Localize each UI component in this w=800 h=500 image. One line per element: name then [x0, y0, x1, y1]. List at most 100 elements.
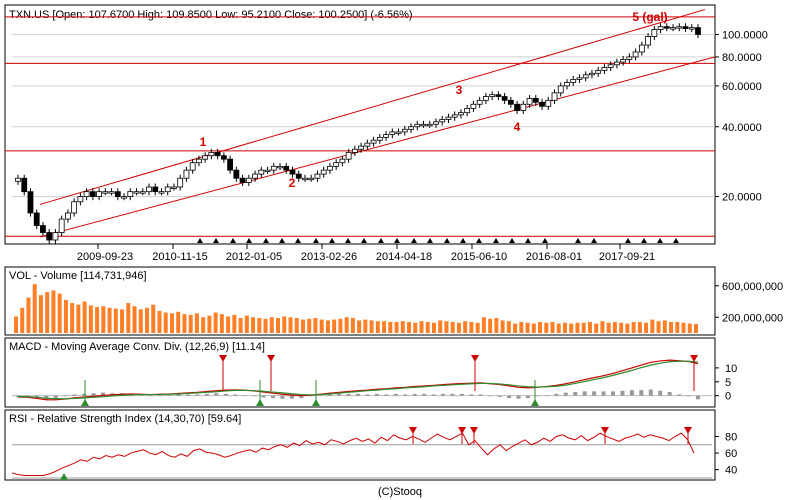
- lower-trend-line: [39, 56, 716, 238]
- candle-body: [676, 26, 683, 29]
- candle-body: [214, 152, 221, 157]
- candle-body: [638, 44, 645, 53]
- macd-ytick-label: 5: [725, 377, 731, 389]
- candle-body: [65, 212, 71, 220]
- macd-histogram-bar: [148, 395, 153, 397]
- price-xtick-label: 2015-06-10: [451, 251, 507, 263]
- candle-body: [245, 177, 252, 183]
- volume-bar: [600, 321, 605, 333]
- signal-triangle-marker: [591, 238, 597, 243]
- candle-body: [71, 201, 78, 214]
- volume-bar: [369, 320, 374, 333]
- volume-bar: [300, 319, 305, 333]
- macd-histogram-bar: [280, 395, 285, 399]
- candle-body: [264, 169, 271, 173]
- volume-bar: [637, 321, 642, 333]
- candle-body: [445, 116, 452, 120]
- candle-body: [277, 165, 283, 169]
- volume-bar: [438, 320, 443, 333]
- volume-bar: [63, 299, 68, 333]
- candle-body: [414, 123, 421, 128]
- macd-histogram-bar: [186, 394, 190, 396]
- candle-body: [52, 232, 59, 241]
- signal-triangle-marker: [460, 238, 466, 243]
- volume-bar: [38, 295, 43, 333]
- volume-bar: [500, 320, 505, 333]
- macd-histogram-bar: [488, 395, 493, 397]
- volume-bar: [669, 321, 674, 333]
- candle-body: [15, 177, 21, 182]
- macd-histogram-bar: [308, 395, 313, 397]
- macd-histogram-bar: [526, 395, 530, 399]
- price-xtick-label: 2017-09-21: [599, 251, 655, 263]
- candle-body: [202, 155, 209, 160]
- signal-triangle-marker: [246, 238, 252, 243]
- candle-body: [21, 177, 28, 193]
- signal-triangle-marker: [329, 238, 335, 243]
- volume-bar: [431, 322, 436, 333]
- price-ytick-label: 100.0000: [722, 29, 768, 41]
- macd-histogram-bar: [63, 395, 68, 397]
- candle-body: [626, 56, 633, 60]
- volume-bar: [57, 293, 62, 333]
- rsi-line: [11, 432, 695, 477]
- price-xtick-label: 2014-04-18: [376, 251, 432, 263]
- macd-histogram-bar: [289, 395, 294, 399]
- macd-histogram-bar: [469, 394, 474, 396]
- volume-bar: [506, 321, 511, 333]
- macd-histogram-bar: [592, 391, 597, 396]
- price-xtick-label: 2009-09-23: [77, 251, 133, 263]
- volume-bar: [612, 321, 617, 333]
- volume-bar: [656, 321, 661, 333]
- macd-histogram-bar: [412, 393, 417, 396]
- volume-header: VOL - Volume [114,731,946]: [9, 270, 147, 282]
- macd-histogram-bar: [242, 395, 247, 396]
- volume-bar: [375, 321, 380, 333]
- volume-bar: [425, 321, 430, 333]
- price-xtick-label: 2010-11-15: [152, 251, 207, 263]
- volume-bar: [14, 316, 18, 333]
- macd-buy-marker: [256, 399, 264, 406]
- signal-triangle-marker: [378, 238, 384, 243]
- macd-histogram-bar: [497, 395, 502, 397]
- wave-annotation-label: 4: [514, 120, 521, 134]
- macd-histogram-bar: [44, 395, 49, 400]
- macd-buy-marker: [81, 399, 89, 406]
- macd-histogram-bar: [422, 393, 427, 396]
- volume-bar: [675, 321, 680, 333]
- macd-histogram-bar: [91, 393, 96, 396]
- candle-body: [501, 96, 508, 101]
- candle-body: [370, 139, 377, 144]
- candle-body: [270, 165, 277, 171]
- price-xtick-label: 2012-01-05: [226, 251, 282, 263]
- volume-bar: [456, 322, 461, 333]
- macd-histogram-bar: [72, 394, 77, 396]
- candle-body: [632, 51, 639, 58]
- candle-body: [451, 114, 458, 118]
- signal-line: [17, 360, 699, 400]
- candle-body: [164, 186, 171, 193]
- macd-histogram-bar: [101, 392, 105, 396]
- volume-bar: [101, 306, 106, 333]
- signal-triangle-marker: [230, 238, 236, 243]
- candle-body: [77, 196, 84, 203]
- wave-annotation-label: 5 (gal): [632, 10, 667, 24]
- signal-triangle-marker: [197, 238, 203, 243]
- volume-bar: [182, 314, 187, 333]
- candle-body: [645, 36, 651, 46]
- volume-bar: [344, 317, 349, 333]
- volume-bar: [145, 307, 150, 333]
- volume-bar: [313, 318, 318, 333]
- volume-bar: [625, 323, 630, 333]
- candle-body: [89, 191, 96, 197]
- volume-bar: [282, 316, 287, 333]
- macd-histogram-bar: [157, 395, 162, 396]
- candle-body: [227, 158, 234, 171]
- volume-bar: [26, 297, 31, 333]
- volume-bar: [357, 320, 362, 333]
- wave-annotation-label: 3: [456, 83, 463, 97]
- volume-bar: [213, 312, 218, 333]
- candle-body: [688, 27, 695, 30]
- candle-body: [408, 126, 414, 130]
- candle-body: [289, 169, 296, 175]
